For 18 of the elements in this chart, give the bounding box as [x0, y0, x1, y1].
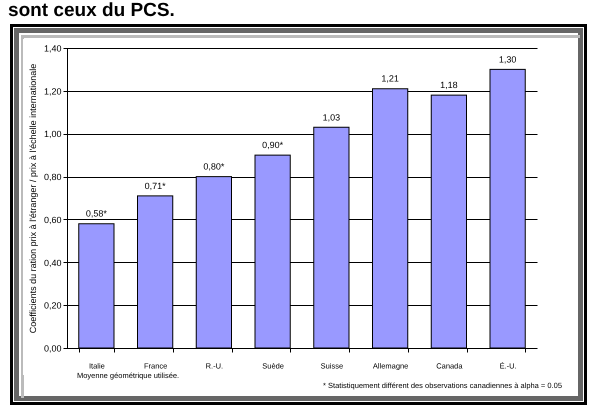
- y-tick-label: 0,00: [44, 344, 62, 354]
- y-tick-label: 0,40: [44, 258, 62, 268]
- data-label: 1,03: [322, 112, 340, 122]
- y-axis-title: Coefficients du ration prix à l'étranger / prix à l'échelle internationale: [28, 64, 38, 334]
- y-tick-label: 1,40: [44, 44, 62, 54]
- y-tick-label: 1,00: [44, 129, 62, 140]
- data-label: 1,21: [381, 74, 399, 84]
- data-label: 0,90*: [262, 140, 284, 150]
- data-label: 0,71*: [144, 180, 166, 191]
- chart-title: sont ceux du PCS.: [8, 0, 175, 22]
- data-label: 1,18: [440, 80, 458, 90]
- data-label: 0,58*: [86, 208, 108, 219]
- y-tick-label: 0,20: [44, 300, 62, 311]
- y-tick-label: 0,60: [44, 214, 62, 225]
- data-label: 0,80*: [203, 162, 225, 172]
- y-tick-label: 0,80: [44, 172, 62, 182]
- y-tick-label: 1,20: [44, 86, 62, 96]
- data-label: 1,30: [498, 54, 516, 64]
